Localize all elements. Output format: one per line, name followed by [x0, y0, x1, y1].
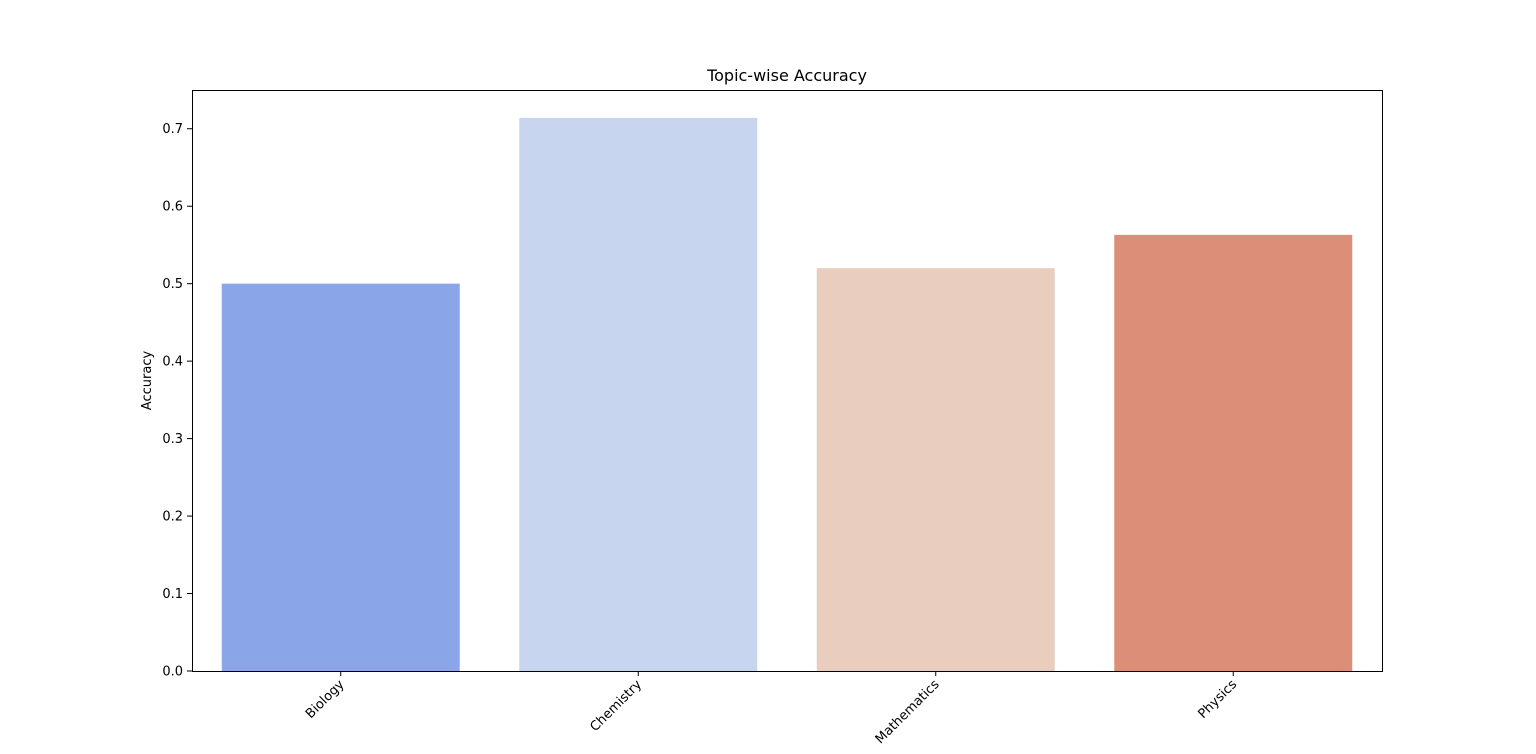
- bar-biology: [221, 283, 460, 671]
- y-tick-label: 0.6: [162, 200, 183, 215]
- y-tick-label: 0.4: [162, 355, 183, 370]
- y-tick-label: 0.1: [162, 587, 183, 602]
- bar-physics: [1114, 234, 1353, 671]
- bars: [221, 117, 1353, 671]
- y-axis-label: Accuracy: [140, 351, 155, 411]
- bar-chemistry: [519, 117, 758, 671]
- y-tick-label: 0.7: [162, 122, 183, 137]
- plot-frame: [192, 90, 1383, 672]
- y-axis-ticks: 0.0 0.1 0.2 0.3 0.4 0.5 0.6 0.7: [162, 122, 192, 680]
- y-tick-label: 0.5: [162, 277, 183, 292]
- y-tick-label: 0.2: [162, 510, 183, 525]
- chart-title: Topic-wise Accuracy: [706, 66, 867, 85]
- y-tick-label: 0.3: [162, 432, 183, 447]
- y-tick-label: 0.0: [162, 665, 183, 680]
- bar-mathematics: [816, 268, 1055, 671]
